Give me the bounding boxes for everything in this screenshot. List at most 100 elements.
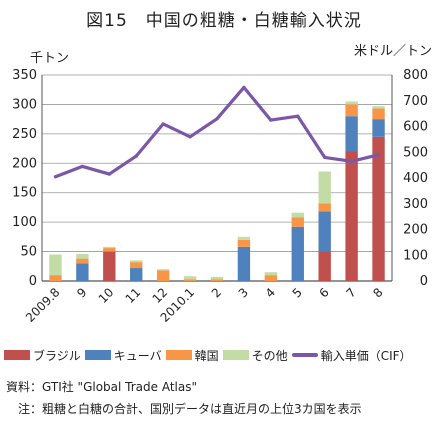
left-y-axis: 0 50 100 150 200 250 300 350 — [12, 68, 37, 289]
bar-segment — [237, 236, 251, 240]
x-tick-label: 3 — [236, 285, 251, 300]
legend-label: ブラジル — [33, 348, 81, 363]
price-point — [53, 175, 58, 179]
left-y-tick-label: 100 — [12, 215, 37, 230]
left-y-tick-label: 150 — [12, 186, 37, 201]
x-tick-label: 12 — [150, 285, 171, 306]
right-y-tick-label: 800 — [403, 68, 428, 83]
bar-segment — [130, 268, 143, 281]
price-point — [188, 135, 192, 139]
bar-segment — [210, 276, 224, 280]
bar-segment — [103, 248, 116, 252]
bar-segment — [264, 275, 278, 281]
bar-segment — [237, 246, 251, 281]
bar-segment — [49, 275, 62, 281]
price-point — [80, 164, 84, 169]
bar-segment — [372, 119, 385, 137]
bar-segment — [183, 279, 197, 281]
bar-segment — [291, 217, 304, 227]
bar-segment — [318, 203, 331, 212]
bar-segment — [318, 171, 331, 204]
price-point — [323, 155, 327, 159]
source-text: 資料：GTI社 "Global Trade Atlas" — [6, 380, 197, 394]
bar-segment — [130, 262, 143, 269]
legend-label: キューバ — [113, 348, 162, 363]
left-y-tick-label: 50 — [20, 245, 37, 260]
bar-segment — [372, 106, 385, 109]
bar-segment — [345, 116, 358, 152]
left-y-tick-label: 350 — [12, 68, 37, 83]
legend-item: 韓国 — [165, 347, 219, 364]
right-y-axis: 0 100 200 300 400 500 600 700 800 — [403, 68, 428, 289]
legend-label: その他 — [251, 348, 288, 363]
legend-swatch — [291, 353, 318, 357]
price-point — [350, 159, 354, 163]
price-point — [269, 118, 273, 122]
chart: 千トン 米ドル／トン 0 50 100 150 200 250 300 350 0 100 200… — [12, 44, 432, 325]
left-axis-unit: 千トン — [30, 51, 69, 66]
x-tick-label: 5 — [290, 285, 305, 300]
bar-segment — [76, 253, 89, 259]
right-y-tick-label: 700 — [403, 94, 428, 109]
right-y-tick-label: 300 — [403, 197, 428, 212]
x-tick-label: 7 — [343, 285, 358, 300]
bar-segment — [291, 212, 304, 218]
bar-segment — [237, 239, 251, 247]
bar-segment — [318, 211, 331, 252]
bar-segment — [103, 246, 116, 249]
price-point — [376, 153, 381, 157]
right-y-tick-label: 400 — [403, 171, 428, 186]
bar-segment — [372, 136, 385, 281]
x-tick-label: 2009.8 — [23, 285, 63, 325]
grid-lines — [41, 74, 393, 282]
right-y-tick-label: 0 — [420, 274, 428, 289]
left-y-tick-label: 250 — [12, 127, 37, 142]
legend-label: 輸入単価（CIF） — [320, 348, 412, 363]
price-point — [215, 117, 219, 121]
bar-segment — [345, 104, 358, 117]
left-y-tick-label: 0 — [29, 274, 37, 289]
right-axis-unit: 米ドル／トン — [354, 44, 432, 59]
x-tick-label: 2 — [209, 285, 224, 300]
x-tick-label: 9 — [74, 285, 89, 300]
left-y-tick-label: 300 — [12, 97, 37, 112]
bar-segment — [49, 254, 62, 276]
legend-swatch — [165, 350, 192, 360]
legend-swatch — [4, 350, 30, 360]
chart-title: 図15 中国の粗糖・白糖輸入状況 — [86, 11, 362, 31]
legend-item: ブラジル — [4, 347, 81, 364]
bar-segment — [345, 101, 358, 105]
bar-segment — [183, 276, 197, 280]
bar-segment — [291, 226, 304, 281]
price-point — [134, 154, 138, 158]
legend-item-line: 輸入単価（CIF） — [291, 347, 412, 364]
price-point — [107, 172, 111, 176]
x-tick-label: 8 — [370, 285, 385, 300]
bar-segment — [264, 272, 278, 276]
price-point — [296, 114, 300, 118]
x-tick-label: 6 — [317, 285, 332, 300]
right-y-tick-label: 500 — [403, 145, 428, 160]
bar-segment — [372, 108, 385, 120]
x-tick-label: 10 — [96, 285, 117, 306]
bar-segment — [318, 251, 331, 281]
bar-segment — [345, 151, 358, 281]
right-y-tick-label: 200 — [403, 223, 428, 238]
legend: ブラジル キューバ 韓国 その他 輸入単価（CIF） — [4, 345, 448, 365]
price-point — [242, 85, 246, 89]
left-y-tick-label: 200 — [12, 156, 37, 171]
legend-label: 韓国 — [194, 348, 219, 363]
x-tick-label: 11 — [123, 285, 144, 306]
bar-segment — [210, 279, 224, 281]
bar-segment — [156, 269, 170, 271]
bar-segment — [76, 263, 89, 281]
x-tick-label: 4 — [263, 285, 278, 300]
legend-swatch — [222, 350, 249, 360]
price-line — [53, 85, 381, 179]
right-y-tick-label: 600 — [403, 120, 428, 135]
legend-swatch — [84, 350, 111, 360]
right-y-tick-label: 100 — [403, 248, 428, 263]
legend-item: キューバ — [84, 347, 162, 364]
note-text: 注：粗糖と白糖の合計、国別データは直近月の上位3カ国を表示 — [18, 402, 362, 416]
